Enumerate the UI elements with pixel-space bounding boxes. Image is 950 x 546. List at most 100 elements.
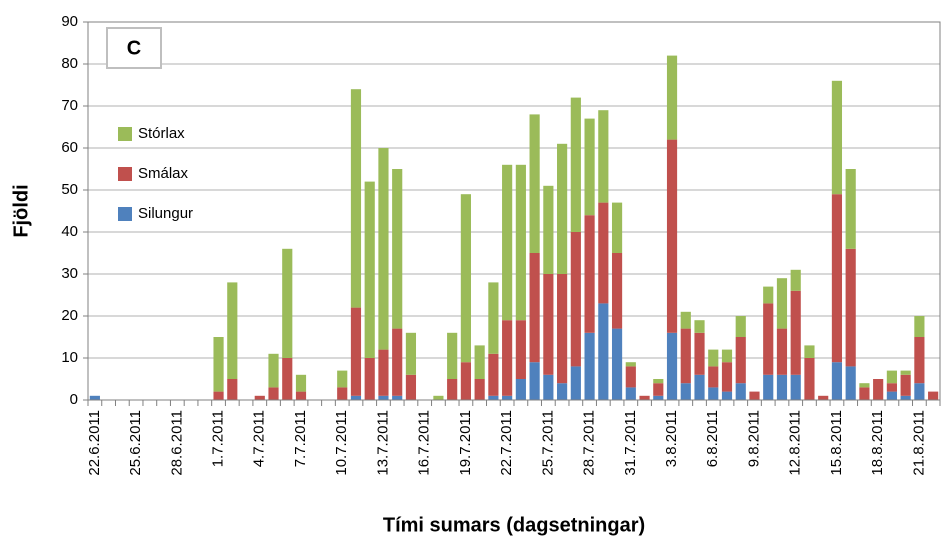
bar-segment: [515, 320, 526, 379]
bar-segment: [721, 391, 733, 400]
bar-segment: [749, 391, 760, 400]
x-tick-label: 28.6.2011: [168, 410, 185, 476]
bar-segment: [295, 374, 307, 392]
bar-segment: [227, 379, 238, 400]
bar-segment: [639, 395, 650, 400]
x-tick-label: 18.8.2011: [869, 410, 886, 476]
bar-segment: [392, 169, 403, 329]
bar-segment: [886, 370, 897, 384]
bar-segment: [928, 391, 939, 400]
bar-segment: [735, 383, 746, 400]
bar-segment: [845, 366, 856, 400]
bar-segment: [515, 379, 526, 400]
bar-segment: [859, 387, 870, 400]
bar-segment: [900, 374, 911, 396]
bar-segment: [845, 248, 856, 367]
bar-segment: [460, 362, 471, 400]
x-tick-label: 10.7.2011: [333, 410, 350, 476]
bar-segment: [474, 379, 485, 400]
bar-segment: [405, 332, 417, 375]
x-tick-label: 6.8.2011: [704, 410, 721, 467]
bar-segment: [611, 253, 623, 329]
bar-segment: [680, 311, 691, 329]
bar-segment: [570, 232, 581, 367]
bar-segment: [914, 383, 925, 400]
bar-segment: [474, 345, 485, 379]
legend-label: Silungur: [138, 205, 193, 222]
legend-swatch: [118, 127, 132, 141]
bar-segment: [653, 395, 664, 400]
y-tick-label: 30: [61, 265, 78, 282]
y-tick-label: 80: [61, 55, 78, 72]
x-tick-label: 22.6.2011: [86, 410, 103, 476]
bar-segment: [447, 332, 458, 379]
bar-segment: [488, 282, 499, 354]
y-tick-label: 70: [61, 97, 78, 114]
bar-segment: [350, 307, 362, 396]
x-tick-label: 9.8.2011: [745, 410, 762, 467]
x-tick-label: 25.6.2011: [127, 410, 144, 476]
y-tick-label: 0: [70, 391, 78, 408]
bar-segment: [584, 118, 595, 216]
bar-segment: [900, 370, 911, 375]
bar-segment: [268, 353, 279, 388]
annotation-box: [106, 27, 162, 69]
bar-segment: [89, 395, 100, 400]
bar-segment: [350, 89, 362, 308]
bar-segment: [708, 387, 719, 400]
y-tick-label: 40: [61, 223, 78, 240]
bar-segment: [763, 286, 774, 304]
bar-segment: [364, 181, 375, 358]
bar-segment: [502, 395, 513, 400]
bar-segment: [886, 391, 897, 400]
bar-segment: [557, 383, 568, 400]
bar-segment: [543, 374, 554, 400]
bar-segment: [254, 395, 265, 400]
bar-segment: [708, 349, 719, 367]
x-tick-label: 12.8.2011: [787, 410, 804, 476]
bar-segment: [447, 379, 458, 400]
legend-swatch: [118, 167, 132, 181]
bar-segment: [557, 274, 568, 384]
bar-segment: [460, 194, 471, 363]
bar-segment: [611, 328, 623, 400]
bar-segment: [392, 328, 403, 396]
bar-segment: [337, 387, 348, 400]
bar-segment: [666, 55, 678, 140]
bar-segment: [213, 391, 224, 400]
x-tick-label: 28.7.2011: [581, 410, 598, 476]
bar-segment: [488, 353, 499, 396]
bar-segment: [708, 366, 719, 388]
bar-segment: [529, 253, 540, 363]
x-tick-label: 13.7.2011: [374, 410, 391, 476]
legend-label: Smálax: [138, 165, 189, 182]
x-tick-label: 7.7.2011: [292, 410, 309, 467]
bar-segment: [502, 320, 513, 396]
bar-segment: [763, 374, 774, 400]
y-tick-label: 20: [61, 307, 78, 324]
bar-segment: [680, 383, 691, 400]
x-axis-label: Tími sumars (dagsetningar): [383, 514, 645, 536]
bar-segment: [831, 194, 843, 363]
bar-segment: [598, 110, 609, 203]
x-tick-label: 22.7.2011: [498, 410, 515, 476]
bar-segment: [364, 358, 375, 400]
y-tick-label: 10: [61, 349, 78, 366]
bar-segment: [900, 395, 911, 400]
bar-segment: [721, 349, 733, 363]
bar-segment: [227, 282, 238, 379]
bar-segment: [873, 379, 884, 400]
x-tick-label: 3.8.2011: [663, 410, 680, 467]
bar-segment: [584, 215, 595, 333]
bar-segment: [804, 358, 815, 400]
y-tick-label: 50: [61, 181, 78, 198]
bar-segment: [543, 274, 554, 375]
bar-segment: [859, 383, 870, 388]
bar-segment: [282, 248, 293, 358]
bar-segment: [831, 80, 843, 195]
bar-segment: [790, 374, 801, 400]
bar-segment: [392, 395, 403, 400]
bar-segment: [611, 202, 623, 253]
bar-segment: [350, 395, 362, 400]
